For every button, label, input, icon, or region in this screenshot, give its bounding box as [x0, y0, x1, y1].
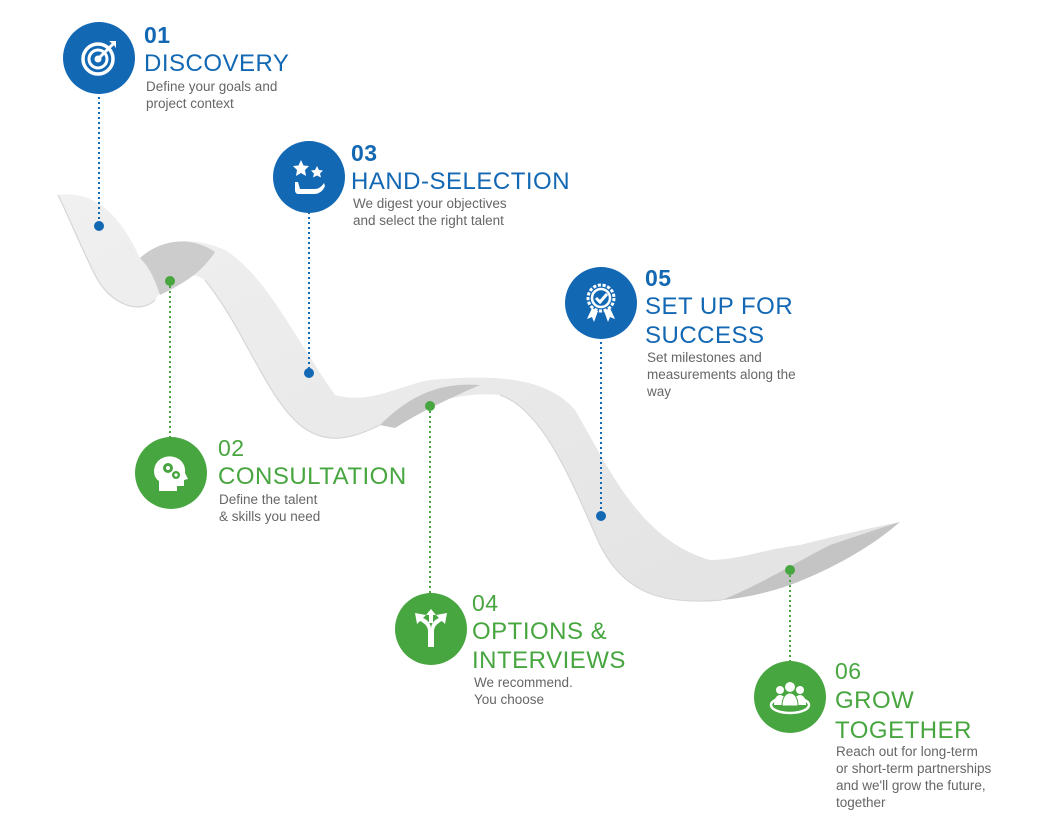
step-description-line: Set milestones and	[647, 350, 762, 365]
ribbon-edge	[57, 194, 723, 602]
step-description-line: We recommend.	[474, 675, 573, 690]
team-icon	[754, 661, 826, 733]
hand-stars-icon	[273, 141, 345, 213]
step-description-line: and select the right talent	[353, 213, 504, 228]
step-description-line: You choose	[474, 692, 545, 707]
step-title: SET UP FOR	[645, 293, 794, 320]
step-number: 03	[351, 140, 378, 166]
step-number: 05	[645, 265, 672, 291]
anchor-dot-02	[165, 276, 175, 286]
step-description-line: Reach out for long-term	[836, 744, 978, 759]
step-description-line: and we'll grow the future,	[836, 778, 986, 793]
anchor-dot-04	[425, 401, 435, 411]
head-gears-icon	[135, 437, 207, 509]
anchor-dot-01	[94, 221, 104, 231]
ribbon-body	[58, 194, 900, 602]
step-description-line: Define your goals and	[146, 79, 278, 94]
anchor-dot-06	[785, 565, 795, 575]
split-arrows-icon	[395, 593, 467, 665]
step-description-line: or short-term partnerships	[836, 761, 992, 776]
step-description-line: & skills you need	[219, 509, 321, 524]
step-number: 01	[144, 22, 171, 48]
step-description-line: way	[647, 384, 672, 399]
step-title: GROW	[835, 687, 915, 714]
step-description-line: together	[836, 795, 886, 810]
step-title: SUCCESS	[645, 322, 765, 349]
step-title: INTERVIEWS	[472, 647, 626, 674]
step-title: OPTIONS &	[472, 618, 608, 645]
step-number: 04	[472, 590, 499, 616]
step-description-line: project context	[146, 96, 234, 111]
anchor-dot-03	[304, 368, 314, 378]
step-description-line: We digest your objectives	[353, 196, 507, 211]
anchor-dot-05	[596, 511, 606, 521]
step-title: CONSULTATION	[218, 463, 407, 490]
step-description-line: Define the talent	[219, 492, 318, 507]
step-title: TOGETHER	[835, 717, 972, 744]
step-title: HAND-SELECTION	[351, 168, 571, 195]
ribbon-fold-3	[722, 522, 900, 600]
step-number: 02	[218, 435, 245, 461]
ribbon-fold-1	[140, 241, 215, 295]
step-title: DISCOVERY	[144, 50, 290, 77]
step-number: 06	[835, 658, 862, 684]
award-badge-icon	[565, 267, 637, 339]
step-description-line: measurements along the	[647, 367, 796, 382]
target-icon	[63, 22, 135, 94]
